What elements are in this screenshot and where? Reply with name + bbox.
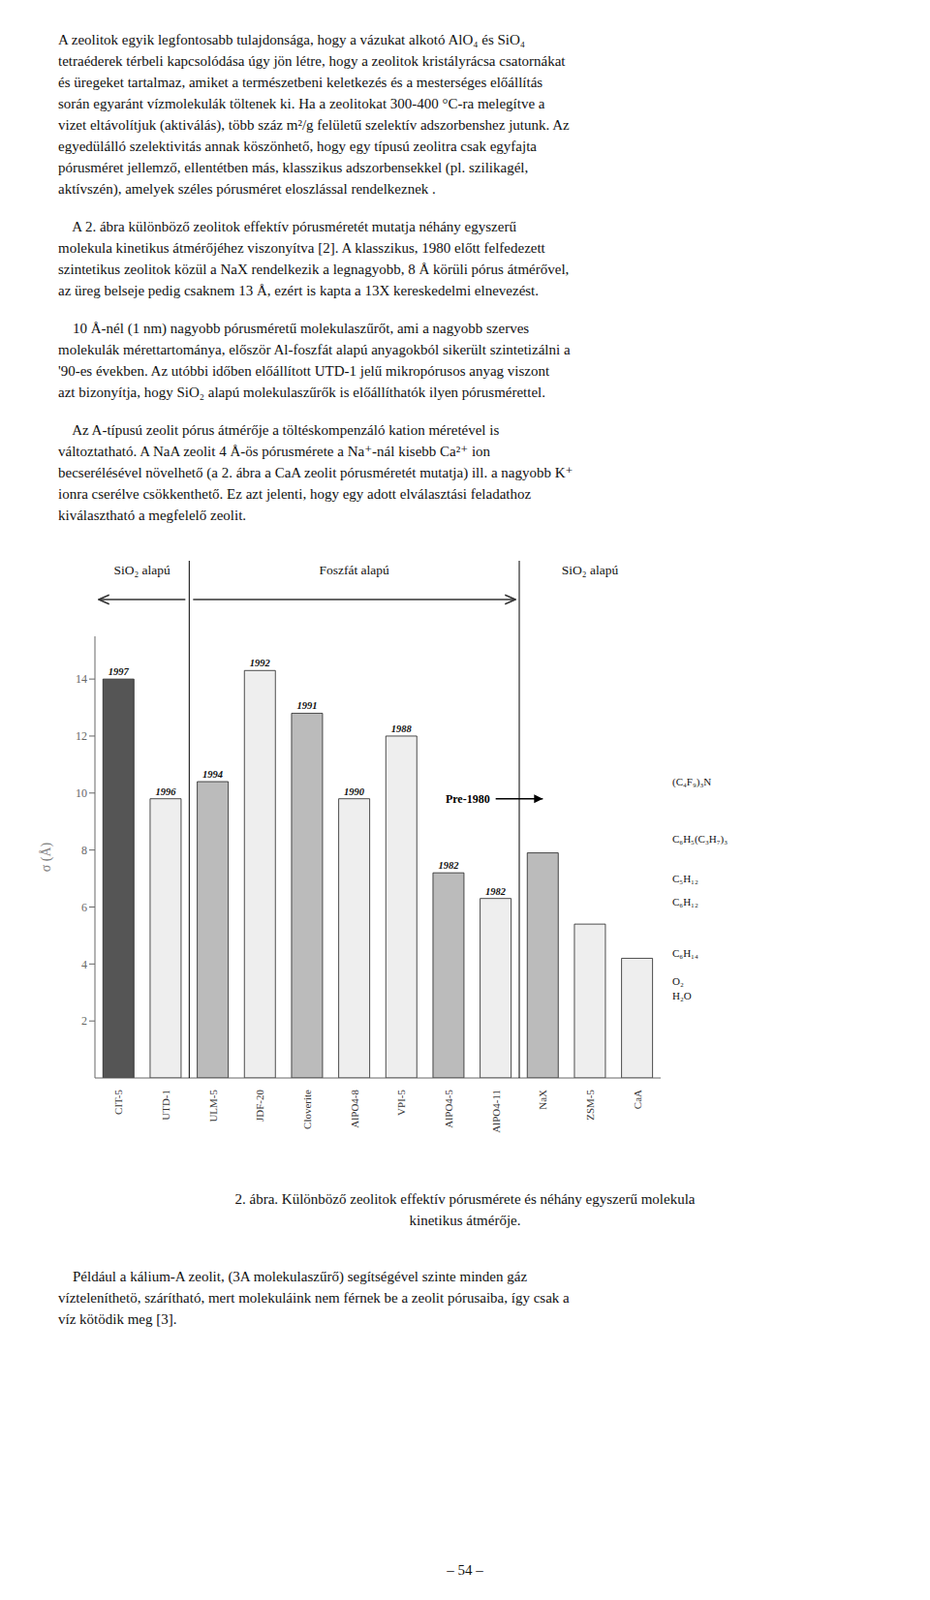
svg-text:C₆H₅(C₃H₇)₃: C₆H₅(C₃H₇)₃ — [672, 833, 728, 846]
svg-text:(C₄F₉)₃N: (C₄F₉)₃N — [672, 775, 712, 789]
svg-text:8: 8 — [81, 843, 88, 858]
svg-text:Pre-1980: Pre-1980 — [445, 792, 491, 806]
html-text:pórusméret jellemző, ellentétb: pórusméret jellemző, ellentétben más, kl… — [58, 159, 529, 176]
svg-text:1982: 1982 — [485, 886, 507, 898]
svg-text:C₅H₁₂: C₅H₁₂ — [672, 872, 699, 885]
svg-text:ZSM-5: ZSM-5 — [584, 1089, 596, 1121]
svg-text:VPI-5: VPI-5 — [395, 1089, 407, 1116]
html-text:Az A-típusú zeolit pórus átmér: Az A-típusú zeolit pórus átmérője a tölt… — [58, 422, 500, 438]
svg-text:O₂: O₂ — [672, 975, 684, 988]
svg-text:6: 6 — [81, 900, 88, 915]
html-text:aktívszén), amelyek széles pór: aktívszén), amelyek széles pórusméret el… — [58, 181, 436, 197]
html-text:molekulák mérettartománya, elő: molekulák mérettartománya, először Al-fo… — [58, 341, 571, 358]
svg-text:AlPO4-5: AlPO4-5 — [442, 1089, 455, 1129]
svg-text:UTD-1: UTD-1 — [159, 1089, 172, 1121]
html-text:kinetikus átmérője.: kinetikus átmérője. — [409, 1212, 521, 1229]
html-text:vízteleníthetö, szárítható, me: vízteleníthetö, szárítható, mert molekul… — [58, 1290, 570, 1306]
svg-text:2: 2 — [81, 1014, 88, 1028]
svg-text:Foszfát alapú: Foszfát alapú — [318, 562, 390, 578]
html-text:Például a kálium-A zeolit, (3A: Például a kálium-A zeolit, (3A molekulas… — [58, 1269, 527, 1285]
html-text:10 Å-nél (1 nm) nagyobb pórusm: 10 Å-nél (1 nm) nagyobb pórusméretű mole… — [58, 320, 530, 337]
html-text:ionra cserélve csökkenthető. E: ionra cserélve csökkenthető. Ez azt jele… — [58, 486, 531, 502]
html-text:szintetikus zeolitok közül a N: szintetikus zeolitok közül a NaX rendelk… — [58, 261, 570, 278]
svg-text:AlPO4-11: AlPO4-11 — [490, 1089, 502, 1134]
svg-text:C₆H₁₂: C₆H₁₂ — [672, 896, 699, 908]
svg-text:4: 4 — [81, 958, 88, 972]
html-text:vizet eltávolítjuk (aktiválás): vizet eltávolítjuk (aktiválás), több szá… — [58, 117, 570, 133]
svg-text:1991: 1991 — [296, 700, 317, 712]
svg-text:14: 14 — [75, 672, 88, 686]
svg-text:1996: 1996 — [155, 786, 177, 798]
svg-text:1992: 1992 — [249, 657, 272, 669]
svg-text:1994: 1994 — [202, 769, 223, 780]
svg-text:CaA: CaA — [631, 1089, 644, 1110]
html-text:egyedülálló szelektivitás anna: egyedülálló szelektivitás annak köszönhe… — [58, 138, 537, 155]
html-text:becserélésével növelhető (a 2.: becserélésével növelhető (a 2. ábra a Ca… — [58, 465, 574, 481]
html-text:A 2. ábra különböző zeolitok e: A 2. ábra különböző zeolitok effektív pó… — [58, 218, 517, 235]
svg-text:SiO₂ alapú: SiO₂ alapú — [114, 562, 172, 578]
svg-text:10: 10 — [75, 786, 88, 801]
html-text:az üreg belseje pedig csaknem: az üreg belseje pedig csaknem 13 Å, ezér… — [58, 282, 539, 299]
svg-text:1990: 1990 — [343, 786, 366, 798]
html-text:kiválasztható a megfelelő zeol: kiválasztható a megfelelő zeolit. — [58, 507, 247, 524]
svg-text:12: 12 — [75, 729, 88, 744]
svg-text:1988: 1988 — [391, 723, 413, 735]
html-text:2. ábra. Különböző zeolitok ef: 2. ábra. Különböző zeolitok effektív pór… — [234, 1191, 696, 1208]
svg-text:σ (Å): σ (Å) — [38, 841, 55, 872]
html-text:során egyaránt vízmolekulák tö: során egyaránt vízmolekulák töltenek ki.… — [58, 95, 545, 112]
svg-text:CIT-5: CIT-5 — [112, 1089, 124, 1116]
svg-text:1982: 1982 — [437, 860, 460, 871]
svg-text:C₆H₁₄: C₆H₁₄ — [672, 947, 699, 960]
svg-text:ULM-5: ULM-5 — [207, 1089, 219, 1123]
html-text:molekula kinetikus átmérőjéhez: molekula kinetikus átmérőjéhez viszonyít… — [58, 240, 546, 256]
html-text:– 54 –: – 54 – — [446, 1562, 484, 1579]
html-text:tetraéderek térbeli kapcsolódá: tetraéderek térbeli kapcsolódása úgy jön… — [58, 53, 566, 69]
html-text:A zeolitok egyik legfontosabb: A zeolitok egyik legfontosabb tulajdonsá… — [58, 31, 526, 48]
svg-text:H₂O: H₂O — [672, 990, 692, 1002]
svg-text:JDF-20: JDF-20 — [253, 1089, 266, 1123]
svg-text:Cloverite: Cloverite — [301, 1089, 313, 1130]
html-text:és üregeket tartalmaz, amiket: és üregeket tartalmaz, amiket a természe… — [58, 74, 543, 91]
svg-text:AlPO4-8: AlPO4-8 — [348, 1089, 361, 1129]
svg-text:SiO₂ alapú: SiO₂ alapú — [561, 562, 620, 578]
html-text:azt bizonyítja, hogy SiO₂ alap: azt bizonyítja, hogy SiO₂ alapú molekula… — [58, 384, 546, 401]
html-text:változtatható. A NaA zeolit 4: változtatható. A NaA zeolit 4 Å-ös pórus… — [58, 443, 491, 460]
html-text:'90-es években. Az utóbbi időb: '90-es években. Az utóbbi időben előállí… — [58, 363, 550, 379]
html-text:víz kötödik meg [3].: víz kötödik meg [3]. — [58, 1311, 177, 1328]
svg-text:NaX: NaX — [536, 1089, 549, 1111]
svg-text:1997: 1997 — [108, 666, 130, 678]
